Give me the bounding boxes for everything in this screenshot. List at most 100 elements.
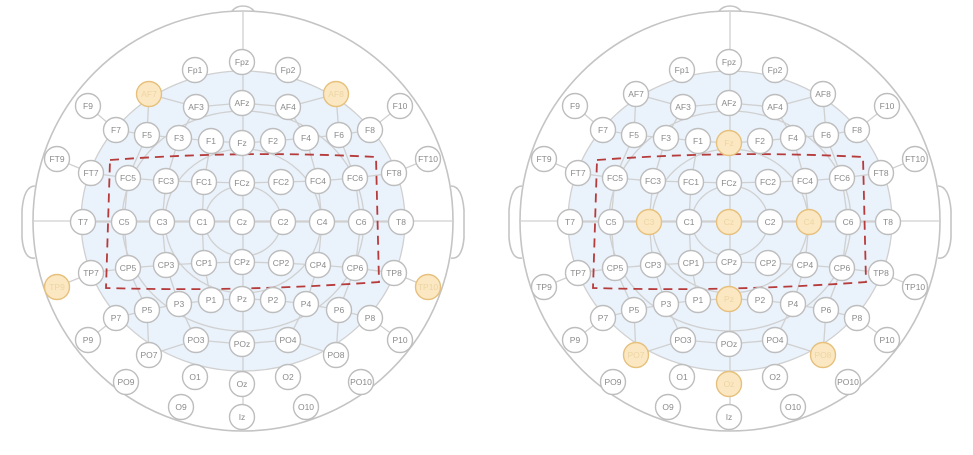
electrode-label: T7: [565, 217, 575, 227]
electrode-label: P2: [755, 295, 766, 305]
electrode-label: CP1: [196, 258, 213, 268]
electrode-label: CP6: [834, 263, 851, 273]
electrode-ft9: FT9: [532, 147, 557, 172]
electrode-label: C1: [197, 217, 208, 227]
electrode-label: FT9: [49, 154, 64, 164]
electrode-fc4: FC4: [306, 169, 331, 194]
electrode-ft7: FT7: [566, 161, 591, 186]
electrode-label: FT10: [905, 154, 925, 164]
electrode-label: C3: [644, 217, 655, 227]
electrode-label: PO7: [627, 350, 644, 360]
electrode-label: C5: [119, 217, 130, 227]
electrode-label: CP4: [310, 260, 327, 270]
electrode-fp1: Fp1: [183, 58, 208, 83]
electrode-afz: AFz: [717, 91, 742, 116]
electrode-p8: P8: [358, 306, 383, 331]
electrode-label: FCz: [234, 178, 250, 188]
electrode-fp2: Fp2: [763, 58, 788, 83]
electrode-c1: C1: [190, 210, 215, 235]
electrode-o2: O2: [276, 365, 301, 390]
electrode-po3: PO3: [671, 328, 696, 353]
electrode-label: C6: [843, 217, 854, 227]
electrode-tp8: TP8: [869, 261, 894, 286]
electrode-label: C6: [356, 217, 367, 227]
electrode-f10: F10: [875, 94, 900, 119]
electrode-label: PO10: [350, 377, 372, 387]
electrode-ft10: FT10: [416, 147, 441, 172]
electrode-label: F2: [755, 136, 765, 146]
electrode-po9: PO9: [601, 370, 626, 395]
electrode-label: O9: [662, 402, 674, 412]
electrode-f4: F4: [294, 126, 319, 151]
electrode-fz: Fz: [717, 131, 742, 156]
electrode-c3: C3: [150, 210, 175, 235]
electrode-label: F4: [301, 133, 311, 143]
electrode-cz: Cz: [230, 210, 255, 235]
electrode-label: P7: [111, 313, 122, 323]
electrode-t8: T8: [389, 210, 414, 235]
electrode-label: TP7: [570, 268, 586, 278]
electrode-fc3: FC3: [641, 169, 666, 194]
electrode-label: F8: [365, 125, 375, 135]
electrode-cp1: CP1: [679, 251, 704, 276]
electrode-label: Iz: [239, 412, 246, 422]
electrode-label: CPz: [234, 257, 250, 267]
electrode-label: FT7: [83, 168, 98, 178]
electrode-f6: F6: [327, 123, 352, 148]
electrode-label: AF7: [628, 89, 644, 99]
electrode-po7: PO7: [624, 343, 649, 368]
electrode-p3: P3: [654, 292, 679, 317]
electrode-f3: F3: [654, 126, 679, 151]
electrode-f2: F2: [748, 129, 773, 154]
electrode-label: PO3: [674, 335, 691, 345]
electrode-cp1: CP1: [192, 251, 217, 276]
electrode-label: C3: [157, 217, 168, 227]
electrode-fc5: FC5: [116, 166, 141, 191]
electrode-c1: C1: [677, 210, 702, 235]
electrode-label: F3: [174, 133, 184, 143]
electrode-label: F7: [111, 125, 121, 135]
electrode-ft8: FT8: [382, 161, 407, 186]
electrode-pz: Pz: [230, 287, 255, 312]
electrode-label: PO3: [187, 335, 204, 345]
electrode-label: F9: [83, 101, 93, 111]
electrode-f6: F6: [814, 123, 839, 148]
electrode-label: C4: [804, 217, 815, 227]
electrode-p8: P8: [845, 306, 870, 331]
electrode-label: F10: [393, 101, 408, 111]
electrode-label: FT8: [386, 168, 401, 178]
electrode-fp1: Fp1: [670, 58, 695, 83]
electrode-fc1: FC1: [192, 170, 217, 195]
electrode-poz: POz: [230, 332, 255, 357]
electrode-label: O1: [189, 372, 201, 382]
electrode-label: FT7: [570, 168, 585, 178]
electrode-t7: T7: [558, 210, 583, 235]
electrode-p9: P9: [76, 328, 101, 353]
electrode-fc6: FC6: [830, 166, 855, 191]
electrode-label: F8: [852, 125, 862, 135]
electrode-label: FCz: [721, 178, 737, 188]
electrode-p1: P1: [199, 288, 224, 313]
electrode-ft8: FT8: [869, 161, 894, 186]
electrode-label: POz: [721, 339, 738, 349]
electrode-p6: P6: [814, 298, 839, 323]
electrode-label: PO7: [140, 350, 157, 360]
electrode-tp7: TP7: [566, 261, 591, 286]
electrode-ft9: FT9: [45, 147, 70, 172]
electrode-label: O9: [175, 402, 187, 412]
electrode-fpz: Fpz: [717, 50, 742, 75]
electrode-label: F5: [629, 130, 639, 140]
electrode-label: FC5: [120, 173, 136, 183]
electrode-p10: P10: [388, 328, 413, 353]
electrode-label: Oz: [237, 379, 248, 389]
electrode-label: Pz: [724, 294, 734, 304]
electrode-label: AFz: [721, 98, 736, 108]
electrode-p4: P4: [781, 292, 806, 317]
electrode-tp9: TP9: [532, 275, 557, 300]
electrode-fc5: FC5: [603, 166, 628, 191]
electrode-label: FC1: [196, 177, 212, 187]
electrode-label: TP8: [873, 268, 889, 278]
electrode-iz: Iz: [230, 405, 255, 430]
electrode-label: T8: [396, 217, 406, 227]
electrode-label: TP8: [386, 268, 402, 278]
